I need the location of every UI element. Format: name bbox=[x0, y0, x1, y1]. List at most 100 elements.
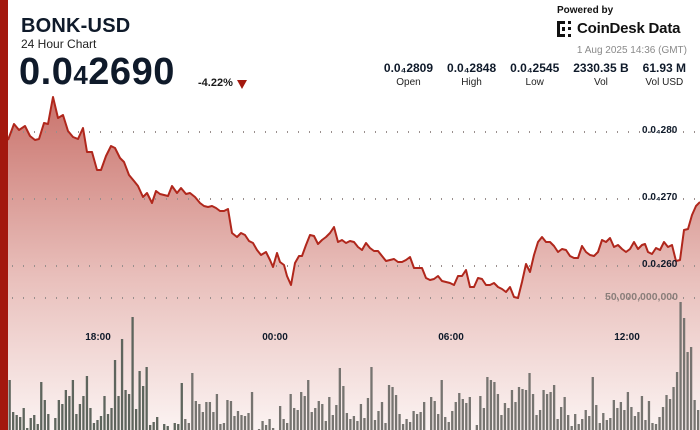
stat-open: 0.0₄2809 Open bbox=[384, 61, 433, 88]
volume-bar bbox=[356, 421, 359, 430]
volume-bar bbox=[454, 402, 457, 430]
volume-bar bbox=[482, 408, 486, 430]
volume-bar bbox=[574, 414, 577, 430]
volume-bar bbox=[303, 396, 306, 430]
stat-value: 61.93 M bbox=[642, 61, 686, 75]
volume-bar bbox=[465, 403, 468, 430]
gridlines bbox=[12, 131, 695, 299]
volume-bar bbox=[22, 408, 25, 430]
volume-bar bbox=[113, 360, 117, 430]
volume-bar bbox=[268, 419, 271, 430]
volume-bar bbox=[598, 423, 601, 430]
volume-bar bbox=[387, 385, 391, 430]
volume-bar bbox=[219, 424, 222, 430]
volume-bar bbox=[40, 382, 43, 430]
x-axis-label-0000: 00:00 bbox=[262, 332, 288, 343]
volume-bar bbox=[668, 399, 672, 430]
volume-bar bbox=[440, 380, 443, 430]
volume-bar bbox=[451, 411, 454, 430]
volume-bar bbox=[433, 401, 436, 430]
volume-bar bbox=[633, 416, 637, 430]
volume-bar bbox=[475, 425, 478, 430]
volume-bar bbox=[117, 396, 120, 430]
volume-bar bbox=[605, 420, 608, 430]
volume-bar bbox=[647, 401, 651, 430]
volume-bar bbox=[85, 376, 89, 430]
volume-bar bbox=[328, 397, 331, 430]
volume-bar bbox=[61, 404, 64, 430]
volume-bar bbox=[419, 412, 422, 430]
volume-bar bbox=[384, 423, 387, 430]
volume-bar bbox=[430, 397, 433, 430]
volume-bar bbox=[296, 410, 299, 430]
volume-bar bbox=[503, 403, 507, 430]
volume-bar bbox=[82, 396, 85, 430]
volume-bar bbox=[156, 417, 159, 430]
volume-bar bbox=[461, 399, 464, 430]
volume-bar bbox=[524, 390, 528, 430]
volume-bar bbox=[215, 394, 219, 430]
volume-bar bbox=[577, 424, 580, 430]
volume-bar bbox=[247, 413, 250, 430]
volume-bar bbox=[222, 423, 226, 430]
volume-bar bbox=[510, 390, 514, 430]
volume-bar bbox=[335, 405, 338, 430]
volume-bar bbox=[36, 424, 39, 430]
volume-bar bbox=[552, 385, 556, 430]
volume-bar bbox=[103, 396, 106, 430]
volume-bar bbox=[380, 402, 384, 430]
stat-vol-usd: 61.93 M Vol USD bbox=[643, 61, 686, 88]
volume-bar bbox=[693, 400, 696, 430]
volume-bar bbox=[588, 416, 591, 430]
accent-edge bbox=[0, 0, 8, 430]
volume-bar bbox=[412, 411, 415, 430]
volume-bar bbox=[68, 396, 71, 430]
volume-bar bbox=[521, 389, 524, 430]
volume-bar bbox=[651, 423, 654, 430]
volume-bar bbox=[616, 408, 619, 430]
volume-bar bbox=[131, 317, 134, 430]
volume-bar bbox=[405, 419, 408, 430]
volume-bar bbox=[595, 405, 598, 430]
timestamp: 1 Aug 2025 14:36 (GMT) bbox=[576, 45, 687, 56]
price-zero-count: 4 bbox=[73, 60, 89, 90]
volume-bar bbox=[686, 352, 689, 430]
volume-bar bbox=[591, 377, 594, 430]
stat-value: 2330.35 B bbox=[573, 61, 629, 75]
chart-header: BONK-USD 24 Hour Chart 0.042690 -4.22% P… bbox=[0, 0, 700, 100]
volume-bar bbox=[373, 420, 377, 430]
volume-bar bbox=[289, 394, 292, 430]
volume-bar bbox=[398, 414, 401, 430]
stat-vol: 2330.35 B Vol bbox=[573, 61, 628, 88]
volume-bar bbox=[233, 416, 236, 430]
volume-bar bbox=[349, 419, 352, 430]
volume-bar bbox=[444, 417, 447, 430]
volume-bar bbox=[89, 408, 92, 430]
volume-bar bbox=[496, 394, 500, 430]
x-axis-label-1800: 18:00 bbox=[85, 332, 111, 343]
volume-bar bbox=[654, 424, 658, 430]
x-axis-label-0600: 06:00 bbox=[438, 332, 464, 343]
volume-bar bbox=[212, 412, 215, 430]
stat-label: Vol USD bbox=[645, 77, 684, 88]
price-change: -4.22% bbox=[198, 77, 233, 89]
volume-bar bbox=[300, 392, 303, 430]
volume-bar bbox=[584, 410, 587, 430]
volume-bar bbox=[581, 419, 584, 430]
volume-bar bbox=[78, 404, 82, 430]
volume-bar bbox=[345, 413, 349, 430]
volume-bar bbox=[99, 416, 103, 430]
volume-bar bbox=[166, 426, 169, 430]
volume-bar bbox=[96, 420, 99, 430]
volume-bar bbox=[665, 395, 668, 430]
volume-bar bbox=[317, 401, 320, 430]
brand-name: CoinDesk Data bbox=[577, 20, 681, 37]
volume-bar bbox=[71, 380, 75, 430]
volume-bar bbox=[366, 398, 370, 430]
volume-bar bbox=[609, 418, 612, 430]
volume-bar bbox=[43, 400, 46, 430]
volume-bar bbox=[163, 424, 166, 430]
volume-bar bbox=[264, 425, 268, 430]
volume-bar bbox=[324, 421, 327, 430]
volume-bar bbox=[619, 402, 623, 430]
